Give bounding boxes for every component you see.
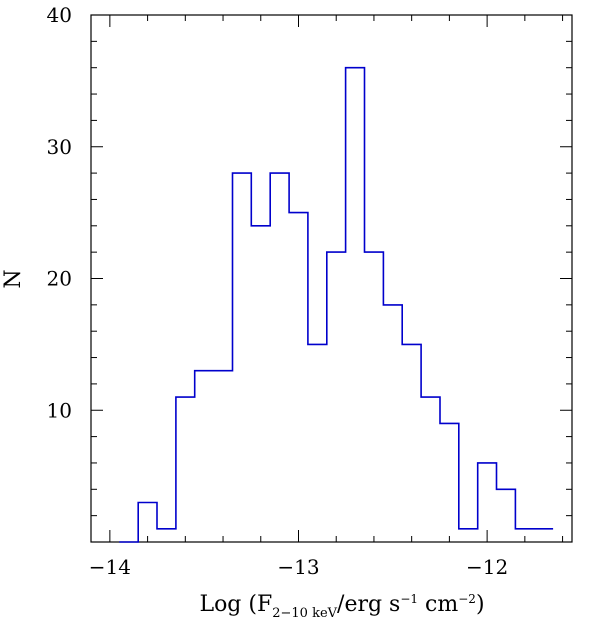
x-tick-label: −14 xyxy=(89,555,131,579)
x-axis-label: Log (F2−10 keV/erg s−1 cm−2) xyxy=(199,592,484,618)
histogram-bin xyxy=(402,344,421,542)
y-tick-label: 40 xyxy=(47,3,72,27)
histogram-bin xyxy=(346,68,365,542)
y-tick-label: 20 xyxy=(47,267,72,291)
histogram-bin xyxy=(459,529,478,542)
x-axis-label-main: Log (F xyxy=(199,592,272,617)
histogram-bin xyxy=(251,226,270,542)
x-axis-label-end: ) xyxy=(476,592,485,617)
x-axis-label-sup2: −2 xyxy=(458,592,476,606)
histogram-bin xyxy=(497,489,516,542)
histogram-bins xyxy=(138,68,553,542)
y-axis-label: N xyxy=(1,269,26,288)
histogram-bin xyxy=(214,371,233,542)
y-tick-label: 30 xyxy=(47,135,72,159)
histogram-bin xyxy=(440,423,459,542)
histogram-bin xyxy=(232,173,251,542)
histogram-bin xyxy=(270,173,289,542)
x-axis-label-middle2: cm xyxy=(418,592,458,617)
histogram-bin xyxy=(478,463,497,542)
histogram-bin xyxy=(138,502,157,542)
histogram-step-line xyxy=(119,66,554,543)
x-tick-label: −13 xyxy=(277,555,319,579)
histogram-bin xyxy=(157,529,176,542)
x-axis-label-middle: /erg s xyxy=(337,592,400,617)
histogram-bin xyxy=(176,397,195,542)
histogram-bin xyxy=(327,252,346,542)
x-tick-label: −12 xyxy=(466,555,508,579)
y-tick-label: 10 xyxy=(47,398,72,422)
histogram-bin xyxy=(421,397,440,542)
histogram-bin xyxy=(365,252,384,542)
histogram-bin xyxy=(534,529,553,542)
histogram-bin xyxy=(515,529,534,542)
axis-ticks xyxy=(91,14,572,542)
x-axis-label-sup1: −1 xyxy=(400,592,418,606)
plot-frame xyxy=(90,14,573,543)
x-axis-label-subscript: 2−10 keV xyxy=(272,606,337,618)
histogram-bin xyxy=(289,213,308,542)
histogram-bin xyxy=(195,371,214,542)
histogram-bin xyxy=(383,305,402,542)
histogram-bin xyxy=(308,344,327,542)
tick-labels: −14 −13 −12 10 20 30 40 xyxy=(47,3,509,579)
